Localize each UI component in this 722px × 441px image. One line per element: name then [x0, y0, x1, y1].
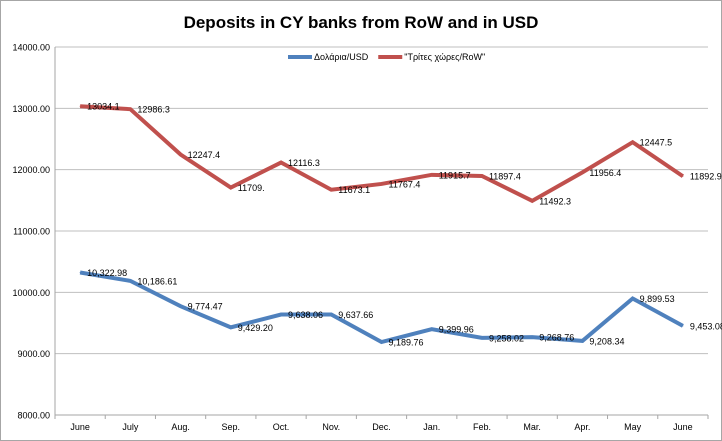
data-point: [280, 162, 282, 164]
data-label: 9,638.06: [288, 310, 323, 320]
data-label: 11709.: [238, 183, 265, 193]
x-tick-label: July: [122, 422, 139, 432]
chart-title: Deposits in CY banks from RoW and in USD: [184, 13, 539, 32]
x-tick-label: Oct.: [273, 422, 290, 432]
data-label: 9,268.76: [539, 333, 574, 343]
data-label: 11767.4: [389, 179, 421, 189]
data-point: [632, 297, 634, 299]
data-label: 11897.4: [489, 171, 521, 181]
data-label: 9,189.76: [389, 338, 424, 348]
x-tick-label: Mar.: [523, 422, 541, 432]
y-tick-label: 8000.00: [17, 411, 50, 421]
data-label: 9,453.08: [690, 321, 722, 331]
data-label: 10,186.61: [137, 276, 177, 286]
x-tick-label: Aug.: [171, 422, 190, 432]
data-label: 11956.4: [589, 168, 621, 178]
x-tick-label: Dec.: [372, 422, 391, 432]
data-point: [632, 141, 634, 143]
x-tick-label: Apr.: [574, 422, 590, 432]
data-point: [230, 326, 232, 328]
data-point: [581, 340, 583, 342]
x-tick-label: Jan.: [423, 422, 440, 432]
data-point: [581, 171, 583, 173]
data-label: 9,429.20: [238, 323, 273, 333]
data-point: [481, 337, 483, 339]
data-point: [180, 305, 182, 307]
data-label: 13034.1: [87, 102, 120, 112]
data-label: 11915.7: [439, 170, 471, 180]
data-point: [531, 336, 533, 338]
series-line: [79, 104, 685, 204]
data-label: 9,899.53: [640, 294, 675, 304]
x-tick-label: Sep.: [222, 422, 241, 432]
x-tick-label: Nov.: [322, 422, 340, 432]
data-point: [481, 175, 483, 177]
data-label: 12986.3: [137, 105, 170, 115]
data-label: 9,774.47: [188, 302, 223, 312]
data-label: 9,637.66: [338, 310, 373, 320]
data-label: 12116.3: [288, 158, 320, 168]
data-label: 11492.3: [539, 196, 571, 206]
data-point: [682, 175, 684, 177]
x-tick-label: June: [70, 422, 90, 432]
x-tick-label: Feb.: [473, 422, 491, 432]
data-point: [79, 272, 81, 274]
x-tick-label: May: [624, 422, 642, 432]
y-tick-label: 10000.00: [12, 288, 50, 298]
data-point: [682, 325, 684, 327]
data-label: 9,399.96: [439, 325, 474, 335]
y-tick-label: 12000.00: [12, 165, 50, 175]
data-point: [381, 341, 382, 343]
data-point: [431, 174, 433, 176]
data-point: [180, 153, 182, 155]
data-point: [330, 189, 332, 191]
data-label: 12247.4: [188, 150, 221, 160]
data-label: 11673.1: [338, 185, 370, 195]
y-tick-label: 14000.00: [12, 43, 50, 53]
legend-label: Δολάρια/USD: [314, 52, 369, 62]
data-point: [129, 108, 131, 110]
data-point: [531, 200, 533, 202]
data-point: [79, 105, 81, 107]
x-tick-label: June: [673, 422, 693, 432]
data-point: [381, 183, 382, 185]
y-tick-label: 9000.00: [17, 349, 50, 359]
y-tick-label: 11000.00: [13, 227, 50, 237]
y-tick-label: 13000.00: [12, 104, 50, 114]
data-point: [330, 314, 332, 316]
data-point: [129, 280, 131, 282]
data-point: [431, 328, 433, 330]
data-label: 10,322.98: [87, 268, 127, 278]
legend-label: "Τρίτες χώρες/RoW": [404, 52, 485, 62]
data-point: [280, 314, 282, 316]
data-label: 12447.5: [640, 138, 673, 148]
data-point: [230, 187, 232, 189]
data-label: 9,258.02: [489, 333, 524, 343]
data-label: 11892.9: [690, 172, 722, 182]
data-label: 9,208.34: [589, 336, 624, 346]
